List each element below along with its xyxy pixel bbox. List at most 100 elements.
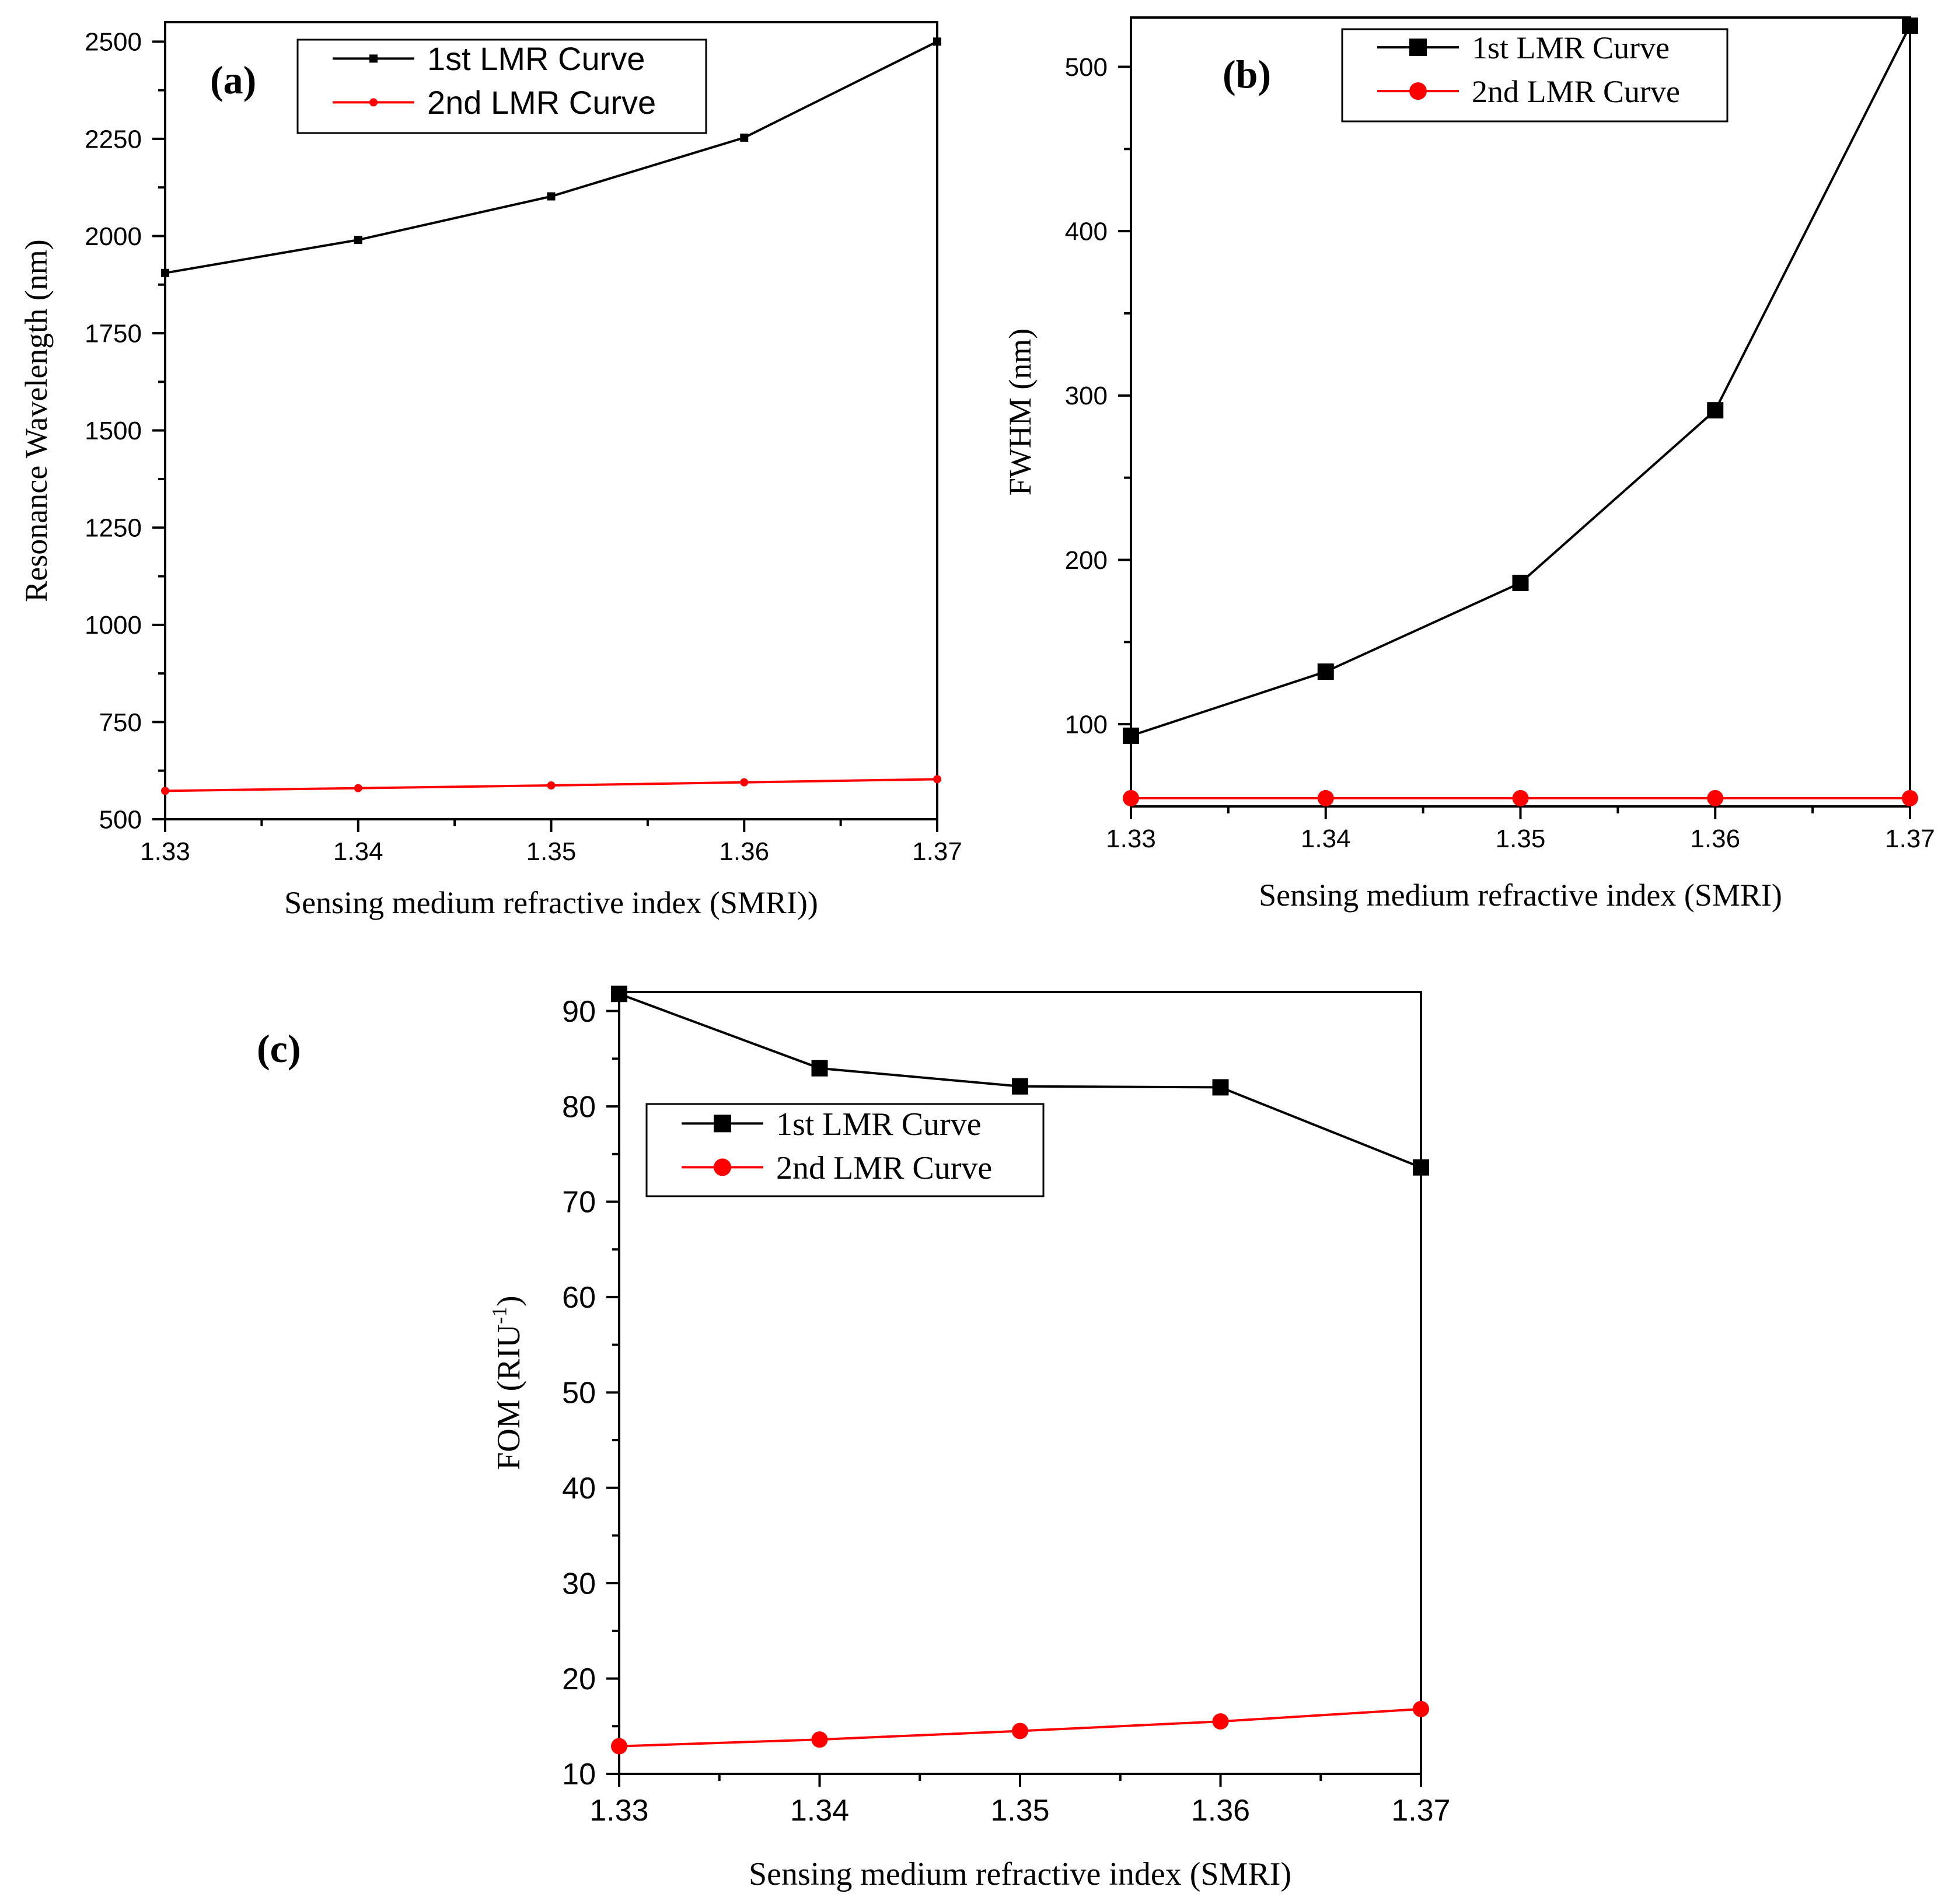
y-axis-title-main: FOM (RIU (491, 1324, 527, 1470)
y-tick-label: 40 (562, 1472, 596, 1505)
y-tick-label: 100 (1065, 711, 1108, 739)
data-point-series-2 (933, 775, 941, 784)
legend-marker-series-2 (1409, 82, 1427, 100)
y-tick-label: 2250 (85, 125, 142, 153)
x-tick-label: 1.33 (1106, 825, 1156, 853)
y-tick-label: 90 (562, 995, 596, 1029)
y-tick-label: 750 (99, 708, 142, 737)
x-tick-label: 1.37 (1391, 1794, 1450, 1828)
data-point-series-2 (1012, 1723, 1028, 1739)
data-point-series-2 (1212, 1713, 1229, 1730)
data-point-series-1 (611, 986, 627, 1002)
panel-label: (b) (1223, 52, 1271, 96)
data-point-series-2 (547, 781, 556, 790)
legend-label-series-2: 2nd LMR Curve (427, 84, 656, 121)
series-line-1 (1130, 25, 1911, 737)
x-axis-title: Sensing medium refractive index (SMRI) (1259, 878, 1782, 913)
x-tick-label: 1.36 (1191, 1794, 1250, 1828)
legend-box (296, 39, 707, 134)
x-tick-label: 1.35 (526, 837, 577, 866)
x-tick-label: 1.34 (1301, 825, 1351, 853)
y-tick-label: 1500 (85, 417, 142, 445)
legend: 1st LMR Curve 2nd LMR Curve (296, 39, 707, 134)
y-tick-label: 2000 (85, 222, 142, 251)
data-point-series-1 (1012, 1078, 1028, 1095)
legend-marker-series-1 (369, 54, 378, 63)
data-point-series-2 (354, 784, 362, 792)
x-tick-label: 1.35 (990, 1794, 1049, 1828)
panel-label: (c) (257, 1026, 301, 1071)
y-tick-label: 30 (562, 1567, 596, 1601)
x-axis-title: Sensing medium refractive index (SMRI) (749, 1856, 1291, 1892)
legend-marker-series-2 (369, 98, 378, 107)
legend: 1st LMR Curve 2nd LMR Curve (1341, 28, 1728, 123)
y-tick-label: 10 (562, 1758, 596, 1791)
data-point-series-1 (1123, 727, 1139, 744)
legend-marker-series-1 (714, 1115, 731, 1133)
data-point-series-1 (933, 37, 941, 46)
data-point-series-1 (1902, 18, 1918, 34)
y-tick-label: 50 (562, 1377, 596, 1410)
y-axis-title: Resonance Wavelength (nm) (19, 239, 54, 602)
legend: 1st LMR Curve 2nd LMR Curve (645, 1103, 1045, 1197)
x-tick-label: 1.35 (1496, 825, 1546, 853)
plot-frame (164, 21, 938, 820)
data-point-series-2 (1902, 789, 1918, 806)
data-point-series-2 (1413, 1700, 1429, 1717)
legend-label-series-2: 2nd LMR Curve (776, 1150, 992, 1186)
data-point-series-1 (1512, 574, 1529, 591)
data-point-series-1 (1212, 1079, 1229, 1096)
legend-label-series-1: 1st LMR Curve (776, 1106, 982, 1143)
legend-marker-series-2 (714, 1158, 731, 1176)
x-tick-label: 1.33 (589, 1794, 648, 1828)
y-tick-label: 500 (1065, 53, 1108, 82)
panel-label: (a) (210, 58, 256, 102)
y-tick-label: 1000 (85, 611, 142, 640)
data-point-series-2 (1123, 789, 1139, 806)
chart-panel-c: 1.33 1.34 1.35 1.36 1.37 10 20 30 40 50 60 70 80 90 Se… (257, 986, 1451, 1892)
x-tick-label: 1.33 (140, 837, 190, 866)
legend-box (645, 1103, 1045, 1197)
y-axis-title-suffix: ) (491, 1295, 527, 1306)
data-point-series-1 (1413, 1159, 1429, 1176)
y-tick-label: 1750 (85, 319, 142, 348)
data-point-series-2 (161, 787, 169, 795)
plot-frame (1130, 16, 1911, 808)
data-point-series-1 (1707, 402, 1724, 419)
data-point-series-1 (1317, 663, 1334, 680)
data-point-series-2 (1512, 789, 1529, 806)
data-point-series-2 (611, 1738, 627, 1755)
y-axis-title: FOM (RIU-1) (488, 1295, 527, 1470)
y-axis-title-superscript: -1 (488, 1306, 511, 1324)
y-tick-label: 2500 (85, 28, 142, 57)
data-point-series-2 (1707, 789, 1724, 806)
y-tick-label: 70 (562, 1186, 596, 1220)
data-point-series-1 (811, 1060, 828, 1077)
y-axis-title: FWHM (nm) (1003, 329, 1038, 495)
y-tick-label: 200 (1065, 546, 1108, 575)
data-point-series-2 (740, 778, 749, 787)
x-axis-title: Sensing medium refractive index (SMRI)) (284, 885, 818, 920)
legend-marker-series-1 (1409, 39, 1427, 57)
data-point-series-1 (547, 192, 556, 201)
legend-label-series-1: 1st LMR Curve (427, 40, 645, 77)
y-tick-label: 300 (1065, 382, 1108, 410)
data-point-series-2 (811, 1731, 828, 1748)
data-point-series-2 (1317, 789, 1334, 806)
legend-box (1341, 28, 1728, 123)
x-tick-label: 1.37 (912, 837, 962, 866)
y-tick-label: 20 (562, 1662, 596, 1696)
chart-panel-a: 1.33 1.34 1.35 1.36 1.37 500 750 1000 1250 1500 17… (19, 21, 962, 920)
x-tick-label: 1.37 (1885, 825, 1935, 853)
data-point-series-1 (354, 236, 362, 244)
y-tick-label: 80 (562, 1090, 596, 1124)
legend-label-series-2: 2nd LMR Curve (1472, 74, 1680, 109)
x-tick-label: 1.34 (333, 837, 383, 866)
x-tick-label: 1.36 (1690, 825, 1740, 853)
y-tick-label: 400 (1065, 218, 1108, 246)
data-point-series-1 (161, 268, 169, 277)
x-tick-label: 1.34 (790, 1794, 849, 1828)
y-tick-label: 1250 (85, 514, 142, 543)
x-tick-label: 1.36 (719, 837, 769, 866)
